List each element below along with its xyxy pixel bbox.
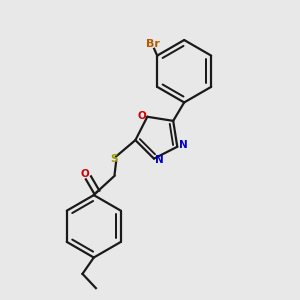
- Text: O: O: [80, 169, 89, 179]
- Text: Br: Br: [146, 39, 160, 49]
- Text: S: S: [110, 154, 118, 164]
- Text: N: N: [179, 140, 188, 150]
- Text: O: O: [138, 111, 146, 121]
- Text: N: N: [155, 155, 164, 165]
